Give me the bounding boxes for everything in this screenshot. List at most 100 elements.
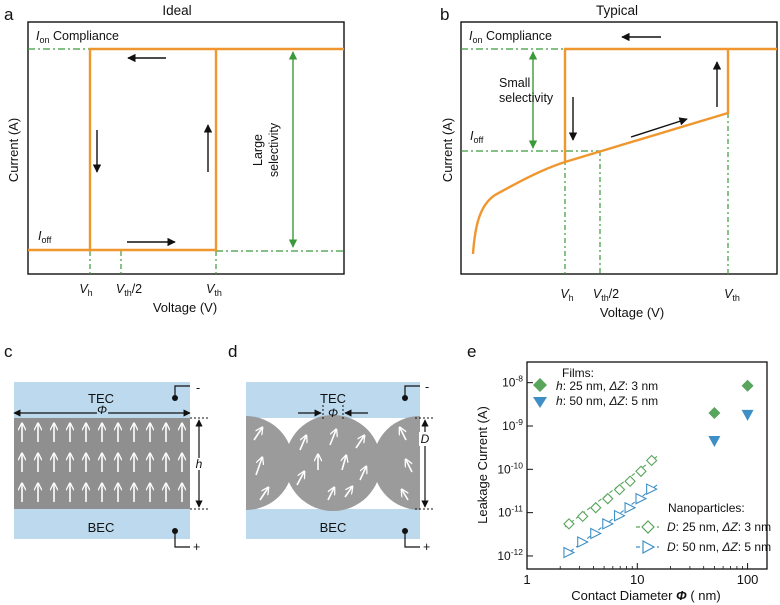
y-tick-label: 10-9 <box>502 417 523 433</box>
panel-d-tec: TEC <box>320 391 346 406</box>
panel-b-label: b <box>440 5 449 24</box>
np-d25-point <box>635 465 647 478</box>
panel-b-selectivity-l2: selectivity <box>499 91 554 105</box>
np-d50-point <box>590 527 602 540</box>
panel-e-label: e <box>467 342 476 361</box>
polarization-arrow <box>253 428 262 441</box>
panel-c-plus: + <box>193 540 200 554</box>
panel-d-label: d <box>228 342 237 361</box>
panel-e-frame <box>526 361 768 570</box>
legend-np-2: D: 50 nm, ΔZ: 5 nm <box>667 540 771 554</box>
np-d50-point <box>577 536 589 548</box>
polarization-arrow <box>327 488 334 501</box>
np-d25-point <box>601 492 614 505</box>
film-h25-point <box>741 379 754 392</box>
panel-b-title: Typical <box>596 3 638 18</box>
panel-e-fit-lines <box>564 455 658 557</box>
x-tick-label: 100 <box>737 572 759 587</box>
panel-c-label: c <box>4 342 13 361</box>
fit-line <box>564 484 658 557</box>
y-tick-label: 10-8 <box>502 374 523 390</box>
nanoparticle <box>373 416 420 510</box>
polarization-arrow <box>299 436 306 451</box>
polarization-arrow <box>344 487 352 498</box>
panel-b-iv-curve <box>471 47 777 255</box>
panel-a-tick-vh: Vh <box>79 282 92 298</box>
polarization-arrow <box>359 467 366 481</box>
np-d50-point <box>646 483 658 495</box>
polarization-arrow <box>355 436 364 449</box>
np-d25-point <box>563 518 575 530</box>
legend-films-title: Films: <box>562 366 594 380</box>
panel-d-height-label: D <box>421 432 430 446</box>
panel-d-diameter-label: Φ <box>328 406 338 420</box>
nanoparticle <box>246 416 293 510</box>
y-tick-label: 10-12 <box>497 547 523 563</box>
polarization-arrow <box>406 460 413 473</box>
np-d25-point <box>645 454 658 467</box>
panel-b-ioff-label: Ioff <box>470 129 484 145</box>
panel-b-tick-vth2: Vth/2 <box>593 287 619 303</box>
polarization-arrow <box>259 488 268 501</box>
x-tick-label: 10 <box>630 572 644 587</box>
panel-d-nanoparticles <box>246 382 420 539</box>
panel-d-plus: + <box>423 540 430 554</box>
panel-c-diameter-label: Φ <box>97 403 107 417</box>
polarization-arrow <box>342 456 346 471</box>
panel-c-minus: - <box>196 381 200 395</box>
panel-d-minus: - <box>425 380 429 394</box>
panel-c-polarization-arrows <box>22 424 182 502</box>
legend-film-1: h: 25 nm, ΔZ: 3 nm <box>556 379 658 393</box>
panel-d: d TEC BEC Φ D - + <box>228 342 434 554</box>
polarization-arrow <box>400 428 407 441</box>
panel-e-axes: 1 10 100 10-8 10-9 10-10 10-11 10-12 <box>497 374 758 587</box>
np-d50-point <box>563 546 576 559</box>
panel-b-arrow-mid <box>630 117 688 138</box>
legend-film-2: h: 50 nm, ΔZ: 5 nm <box>556 394 658 408</box>
panel-a-selectivity-l2: selectivity <box>267 122 281 177</box>
panel-c-bec: BEC <box>88 520 115 535</box>
panel-b-tick-vth: Vth <box>724 287 740 303</box>
np-d50-point <box>613 509 626 522</box>
panel-a-frame <box>27 21 345 275</box>
film-h25-point <box>708 406 721 419</box>
x-tick-label: 1 <box>523 572 530 587</box>
panel-b-frame <box>460 21 778 275</box>
nanoparticle <box>285 415 381 511</box>
legend-np-1: D: 25 nm, ΔZ: 3 nm <box>667 520 771 534</box>
panel-b-ylabel: Current (A) <box>440 118 455 182</box>
np-d50-point <box>624 501 637 514</box>
panel-c-height-label: h <box>196 457 203 471</box>
legend-film-marker-1 <box>533 378 547 392</box>
panel-d-bec: BEC <box>320 520 347 535</box>
film-h50-point <box>708 436 721 448</box>
panel-a-selectivity-l1: Large <box>251 134 265 166</box>
polarization-arrow <box>402 490 408 501</box>
np-d25-point <box>613 483 626 496</box>
panel-a-label: a <box>4 5 14 24</box>
panel-b-ion-label: Ion Compliance <box>469 29 552 45</box>
polarization-arrow <box>329 430 336 446</box>
np-d25-point <box>624 475 636 488</box>
panel-a-tick-vth2: Vth/2 <box>116 282 142 298</box>
panel-a-xlabel: Voltage (V) <box>153 300 217 315</box>
legend-np-marker-2 <box>642 539 656 555</box>
polarization-arrow <box>255 458 262 476</box>
panel-b-tick-vh: Vh <box>560 287 573 303</box>
np-d25-point <box>576 510 589 523</box>
panel-b: b Typical Ion Compliance Ioff Small sele… <box>440 3 778 320</box>
panel-a-ylabel: Current (A) <box>6 118 21 182</box>
np-d50-point <box>602 517 615 530</box>
panel-a-ioff-label: Ioff <box>38 229 52 245</box>
fit-line <box>564 455 658 528</box>
panel-e-xlabel: Contact Diameter Φ ( nm) <box>571 588 720 603</box>
film-h50-point <box>741 409 754 421</box>
panel-e-points <box>563 379 754 559</box>
panel-a-tick-vth: Vth <box>206 282 222 298</box>
y-tick-label: 10-10 <box>497 460 523 476</box>
legend-np-marker-1 <box>641 520 655 534</box>
y-tick-label: 10-11 <box>498 504 523 520</box>
panel-e: e 1 10 100 10-8 10-9 10-10 10-11 10-12 Leakage … <box>467 342 771 603</box>
panel-b-xlabel: Voltage (V) <box>600 305 664 320</box>
